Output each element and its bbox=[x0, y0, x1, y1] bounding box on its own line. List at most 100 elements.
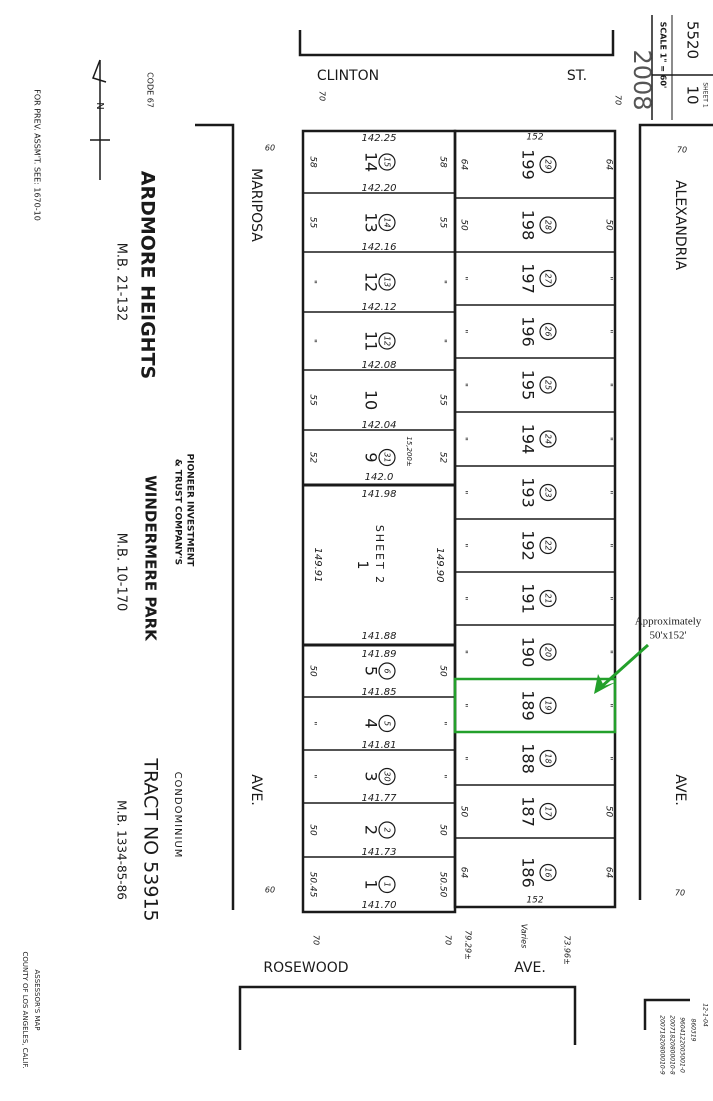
lot-frontage: " bbox=[308, 280, 318, 284]
north-label: N bbox=[94, 102, 105, 109]
lot-frontage: " bbox=[459, 490, 469, 494]
lot-depth-label: 141.85 bbox=[362, 687, 397, 698]
lot-frontage: 52 bbox=[438, 452, 448, 464]
lot-frontage: 55 bbox=[438, 217, 448, 229]
lot-number: 195 bbox=[519, 370, 538, 401]
revision-note: 860319 bbox=[690, 1019, 697, 1042]
assessor-title: ASSESSOR'S MAP bbox=[33, 969, 41, 1030]
lot-frontage: " bbox=[604, 543, 614, 547]
lot-frontage: 50 bbox=[308, 665, 318, 677]
parcel-circle bbox=[539, 802, 557, 821]
lot-depth-label: 141.98 bbox=[362, 489, 397, 500]
year-stamp: 2008 bbox=[628, 49, 656, 110]
lot-depth-label: 141.70 bbox=[362, 900, 397, 911]
annotation-arrow-shaft bbox=[598, 643, 650, 690]
tract-name-windermere: WINDERMERE PARK bbox=[142, 475, 160, 642]
lot-frontage: 50.50 bbox=[438, 872, 448, 898]
parcel-number: 31 bbox=[383, 452, 392, 462]
parcel-circle bbox=[378, 767, 396, 786]
parcel-circle bbox=[539, 155, 557, 174]
street-name-alexandria: ALEXANDRIA bbox=[672, 180, 688, 271]
revision-note: 20071820800010-9 bbox=[659, 1015, 666, 1075]
parcel-circle bbox=[539, 483, 557, 502]
annotation-text: Approximately bbox=[635, 616, 702, 628]
lot-frontage: 50 bbox=[604, 219, 614, 231]
clinton-st-boundary bbox=[298, 30, 615, 57]
lot-frontage: " bbox=[459, 276, 469, 280]
lot-frontage: " bbox=[604, 703, 614, 707]
parcel-number: 21 bbox=[544, 593, 553, 603]
lot-frontage: " bbox=[459, 650, 469, 654]
lot-frontage: 50.45 bbox=[308, 872, 318, 898]
lot-frontage: 64 bbox=[459, 159, 469, 171]
parcel-number: 14 bbox=[383, 217, 392, 227]
lot-frontage: 50 bbox=[459, 219, 469, 231]
street-name-mariposa: MARIPOSA bbox=[248, 168, 264, 242]
lot-frontage: " bbox=[308, 774, 318, 778]
lot-frontage: " bbox=[604, 490, 614, 494]
parcel-circle bbox=[378, 332, 396, 350]
parcel-number: 19 bbox=[544, 700, 553, 710]
lot-frontage: 64 bbox=[604, 159, 614, 171]
street-width: 70 bbox=[677, 146, 687, 155]
lot-frontage: " bbox=[459, 329, 469, 333]
street-width: 60 bbox=[265, 886, 275, 895]
parcel-number: 6 bbox=[383, 668, 392, 673]
street-dimension: Varies bbox=[520, 924, 529, 948]
lot-depth-label: 142.25 bbox=[362, 133, 397, 144]
street-suffix: AVE. bbox=[672, 774, 688, 806]
lot-number: 190 bbox=[519, 637, 538, 668]
street-dimension: 73.96± bbox=[563, 935, 572, 965]
lot-frontage: " bbox=[438, 721, 448, 725]
parcel-number: 12 bbox=[383, 336, 392, 346]
map-book-ref: M.B. 10-170 bbox=[114, 533, 129, 612]
lot-number: 5 bbox=[362, 666, 381, 676]
lot-number: 2 bbox=[362, 825, 381, 835]
lot-number: 198 bbox=[519, 210, 538, 241]
revision-note: 12-1-04 bbox=[702, 1003, 709, 1027]
parcel-number: 1 bbox=[383, 882, 392, 887]
street-suffix: AVE. bbox=[248, 774, 264, 806]
tract-name-ardmore: ARDMORE HEIGHTS bbox=[137, 171, 159, 379]
map-book-ref: M.B. 21-132 bbox=[114, 243, 129, 322]
parcel-circle bbox=[378, 213, 396, 232]
block-width-label: 152 bbox=[526, 133, 543, 143]
lot-number: 188 bbox=[519, 743, 538, 774]
lot-number: 1 bbox=[362, 879, 381, 889]
lot-frontage: 52 bbox=[308, 452, 318, 464]
lot-frontage: " bbox=[604, 329, 614, 333]
rosewood-boundary bbox=[238, 985, 577, 1050]
parcel-number: 18 bbox=[544, 753, 553, 763]
lot-frontage: " bbox=[604, 276, 614, 280]
lot-number: 191 bbox=[519, 583, 538, 614]
corner-boundary bbox=[643, 998, 690, 1030]
parcel-circle bbox=[539, 536, 557, 555]
tract-name-53915: TRACT NO 53915 bbox=[140, 757, 162, 921]
lot-frontage: 58 bbox=[308, 156, 318, 168]
lot-frontage: 50 bbox=[459, 806, 469, 818]
lot-frontage: " bbox=[459, 383, 469, 387]
lot-number: 1 bbox=[354, 561, 370, 570]
lot-number: 4 bbox=[362, 718, 381, 728]
parcel-circle bbox=[378, 875, 396, 894]
street-width: 70 bbox=[444, 935, 453, 945]
lot-depth-label: 141.88 bbox=[362, 631, 397, 642]
alexandria-boundary bbox=[638, 123, 713, 900]
lot-frontage: 50 bbox=[438, 665, 448, 677]
map-book-number: 5520 bbox=[684, 21, 702, 59]
lot-frontage: " bbox=[604, 650, 614, 654]
lot-frontage: " bbox=[438, 774, 448, 778]
parcel-circle bbox=[539, 322, 557, 341]
lot-frontage: 50 bbox=[604, 806, 614, 818]
parcel-number: 24 bbox=[544, 434, 553, 444]
parcel-number: 20 bbox=[544, 647, 553, 657]
lot-depth-label: 142.20 bbox=[362, 183, 397, 194]
parcel-number: 16 bbox=[544, 867, 553, 877]
assessor-title: COUNTY OF LOS ANGELES, CALIF. bbox=[21, 952, 29, 1069]
parcel-circle bbox=[378, 662, 396, 680]
map-book-ref: M.B. 1334-85-86 bbox=[115, 800, 129, 900]
street-name-clinton: CLINTON bbox=[317, 68, 379, 84]
block-width-label: 152 bbox=[526, 896, 543, 906]
street-width: 70 bbox=[318, 91, 327, 101]
